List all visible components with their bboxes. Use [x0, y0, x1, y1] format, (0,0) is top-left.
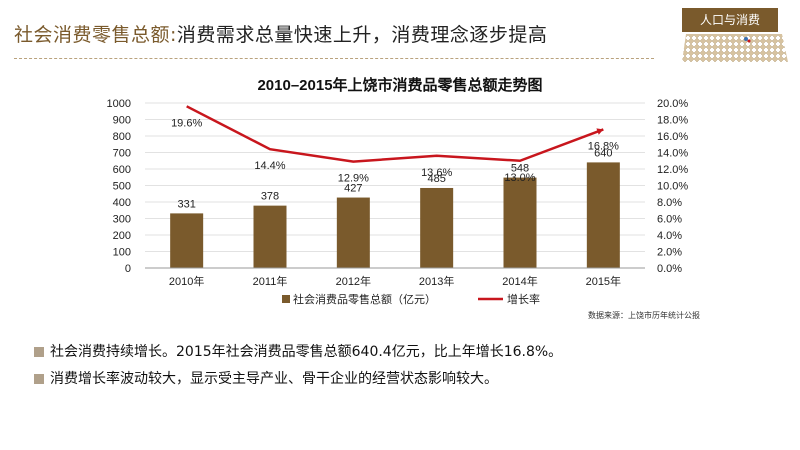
y-left-tick-label: 700 [113, 148, 131, 160]
bar [420, 187, 454, 268]
bullet-text: 消费增长率波动较大，显示受主导产业、骨干企业的经营状态影响较大。 [50, 371, 498, 387]
growth-value-label: 12.9% [338, 173, 369, 185]
bar-value-label: 485 [427, 173, 445, 185]
legend-line-label: 增长率 [507, 292, 540, 306]
y-left-tick-label: 500 [113, 181, 131, 193]
bar-value-label: 548 [511, 163, 529, 175]
legend-bar-label: 社会消费品零售总额（亿元） [293, 292, 436, 306]
growth-line [186, 105, 604, 163]
growth-value-label: 16.8% [588, 140, 619, 152]
chart-bars: 331 378 427 485 548 640 [170, 147, 620, 268]
chart-source: 数据来源：上饶市历年统计公报 [588, 310, 700, 320]
chart-title: 2010–2015年上饶市消费品零售总额走势图 [257, 76, 542, 94]
x-tick-label: 2010年 [169, 274, 204, 288]
growth-value-label: 19.6% [171, 117, 202, 129]
y-left-tick-label: 1000 [107, 98, 131, 110]
y-left-tick-label: 300 [113, 214, 131, 226]
legend-bar-swatch [282, 295, 290, 303]
y-right-tick-label: 18.0% [657, 115, 688, 127]
growth-value-label: 13.6% [421, 167, 452, 179]
bullet-text: 社会消费持续增长。2015年社会消费品零售总额640.4亿元，比上年增长16.8… [50, 344, 563, 360]
bar [503, 177, 537, 268]
page-title: 社会消费零售总额:消费需求总量快速上升，消费理念逐步提高 [14, 20, 547, 47]
growth-value-label: 13.0% [504, 172, 535, 184]
y-left-tick-label: 600 [113, 164, 131, 176]
x-tick-label: 2012年 [336, 274, 371, 288]
y-right-tick-label: 10.0% [657, 181, 688, 193]
y-right-tick-label: 8.0% [657, 197, 682, 209]
page-title-rest: 消费需求总量快速上升，消费理念逐步提高 [176, 24, 548, 46]
x-tick-label: 2015年 [586, 274, 621, 288]
y-left-tick-label: 0 [125, 263, 131, 275]
y-right-tick-label: 2.0% [657, 247, 682, 259]
bar-value-label: 640 [594, 147, 612, 159]
chart: 2010–2015年上饶市消费品零售总额走势图 331 378 427 485 548 6… [107, 76, 700, 320]
chart-axes: 0 100 200 300 400 500 600 700 800 900 1000 0.0% 2.0%… [107, 98, 689, 288]
header-divider [14, 58, 654, 59]
x-tick-label: 2011年 [253, 274, 288, 288]
bar [336, 197, 370, 268]
line-end-arrow [596, 128, 604, 135]
bar [253, 205, 287, 268]
chart-growth-line: 19.6% 14.4% 12.9% 13.6% 13.0% 16.8% [171, 105, 619, 185]
y-left-tick-label: 100 [113, 247, 131, 259]
bar-value-label: 378 [261, 191, 279, 203]
bar-value-label: 331 [177, 198, 195, 210]
header: 社会消费零售总额:消费需求总量快速上升，消费理念逐步提高 [0, 0, 800, 64]
decorative-pattern-icon [682, 34, 788, 62]
chart-gridlines [145, 102, 645, 252]
y-right-tick-label: 0.0% [657, 263, 682, 275]
y-right-tick-label: 16.0% [657, 131, 688, 143]
bar [170, 213, 204, 268]
x-tick-label: 2014年 [502, 274, 537, 288]
y-right-tick-label: 4.0% [657, 230, 682, 242]
growth-value-label: 14.4% [254, 160, 285, 172]
bar-value-label: 427 [344, 183, 362, 195]
bullet-square-icon [34, 374, 44, 384]
bullet-square-icon [34, 347, 44, 357]
y-right-tick-label: 6.0% [657, 214, 682, 226]
bar [586, 162, 620, 268]
chart-legend: 社会消费品零售总额（亿元） 增长率 [282, 292, 540, 306]
y-left-tick-label: 200 [113, 230, 131, 242]
y-left-tick-label: 900 [113, 115, 131, 127]
y-right-tick-label: 20.0% [657, 98, 688, 110]
section-badge: 人口与消费 [682, 8, 778, 32]
x-tick-label: 2013年 [419, 274, 454, 288]
y-right-tick-label: 12.0% [657, 164, 688, 176]
y-right-tick-label: 14.0% [657, 148, 688, 160]
y-left-tick-label: 400 [113, 197, 131, 209]
y-left-tick-label: 800 [113, 131, 131, 143]
page-title-accent: 社会消费零售总额: [14, 24, 177, 46]
